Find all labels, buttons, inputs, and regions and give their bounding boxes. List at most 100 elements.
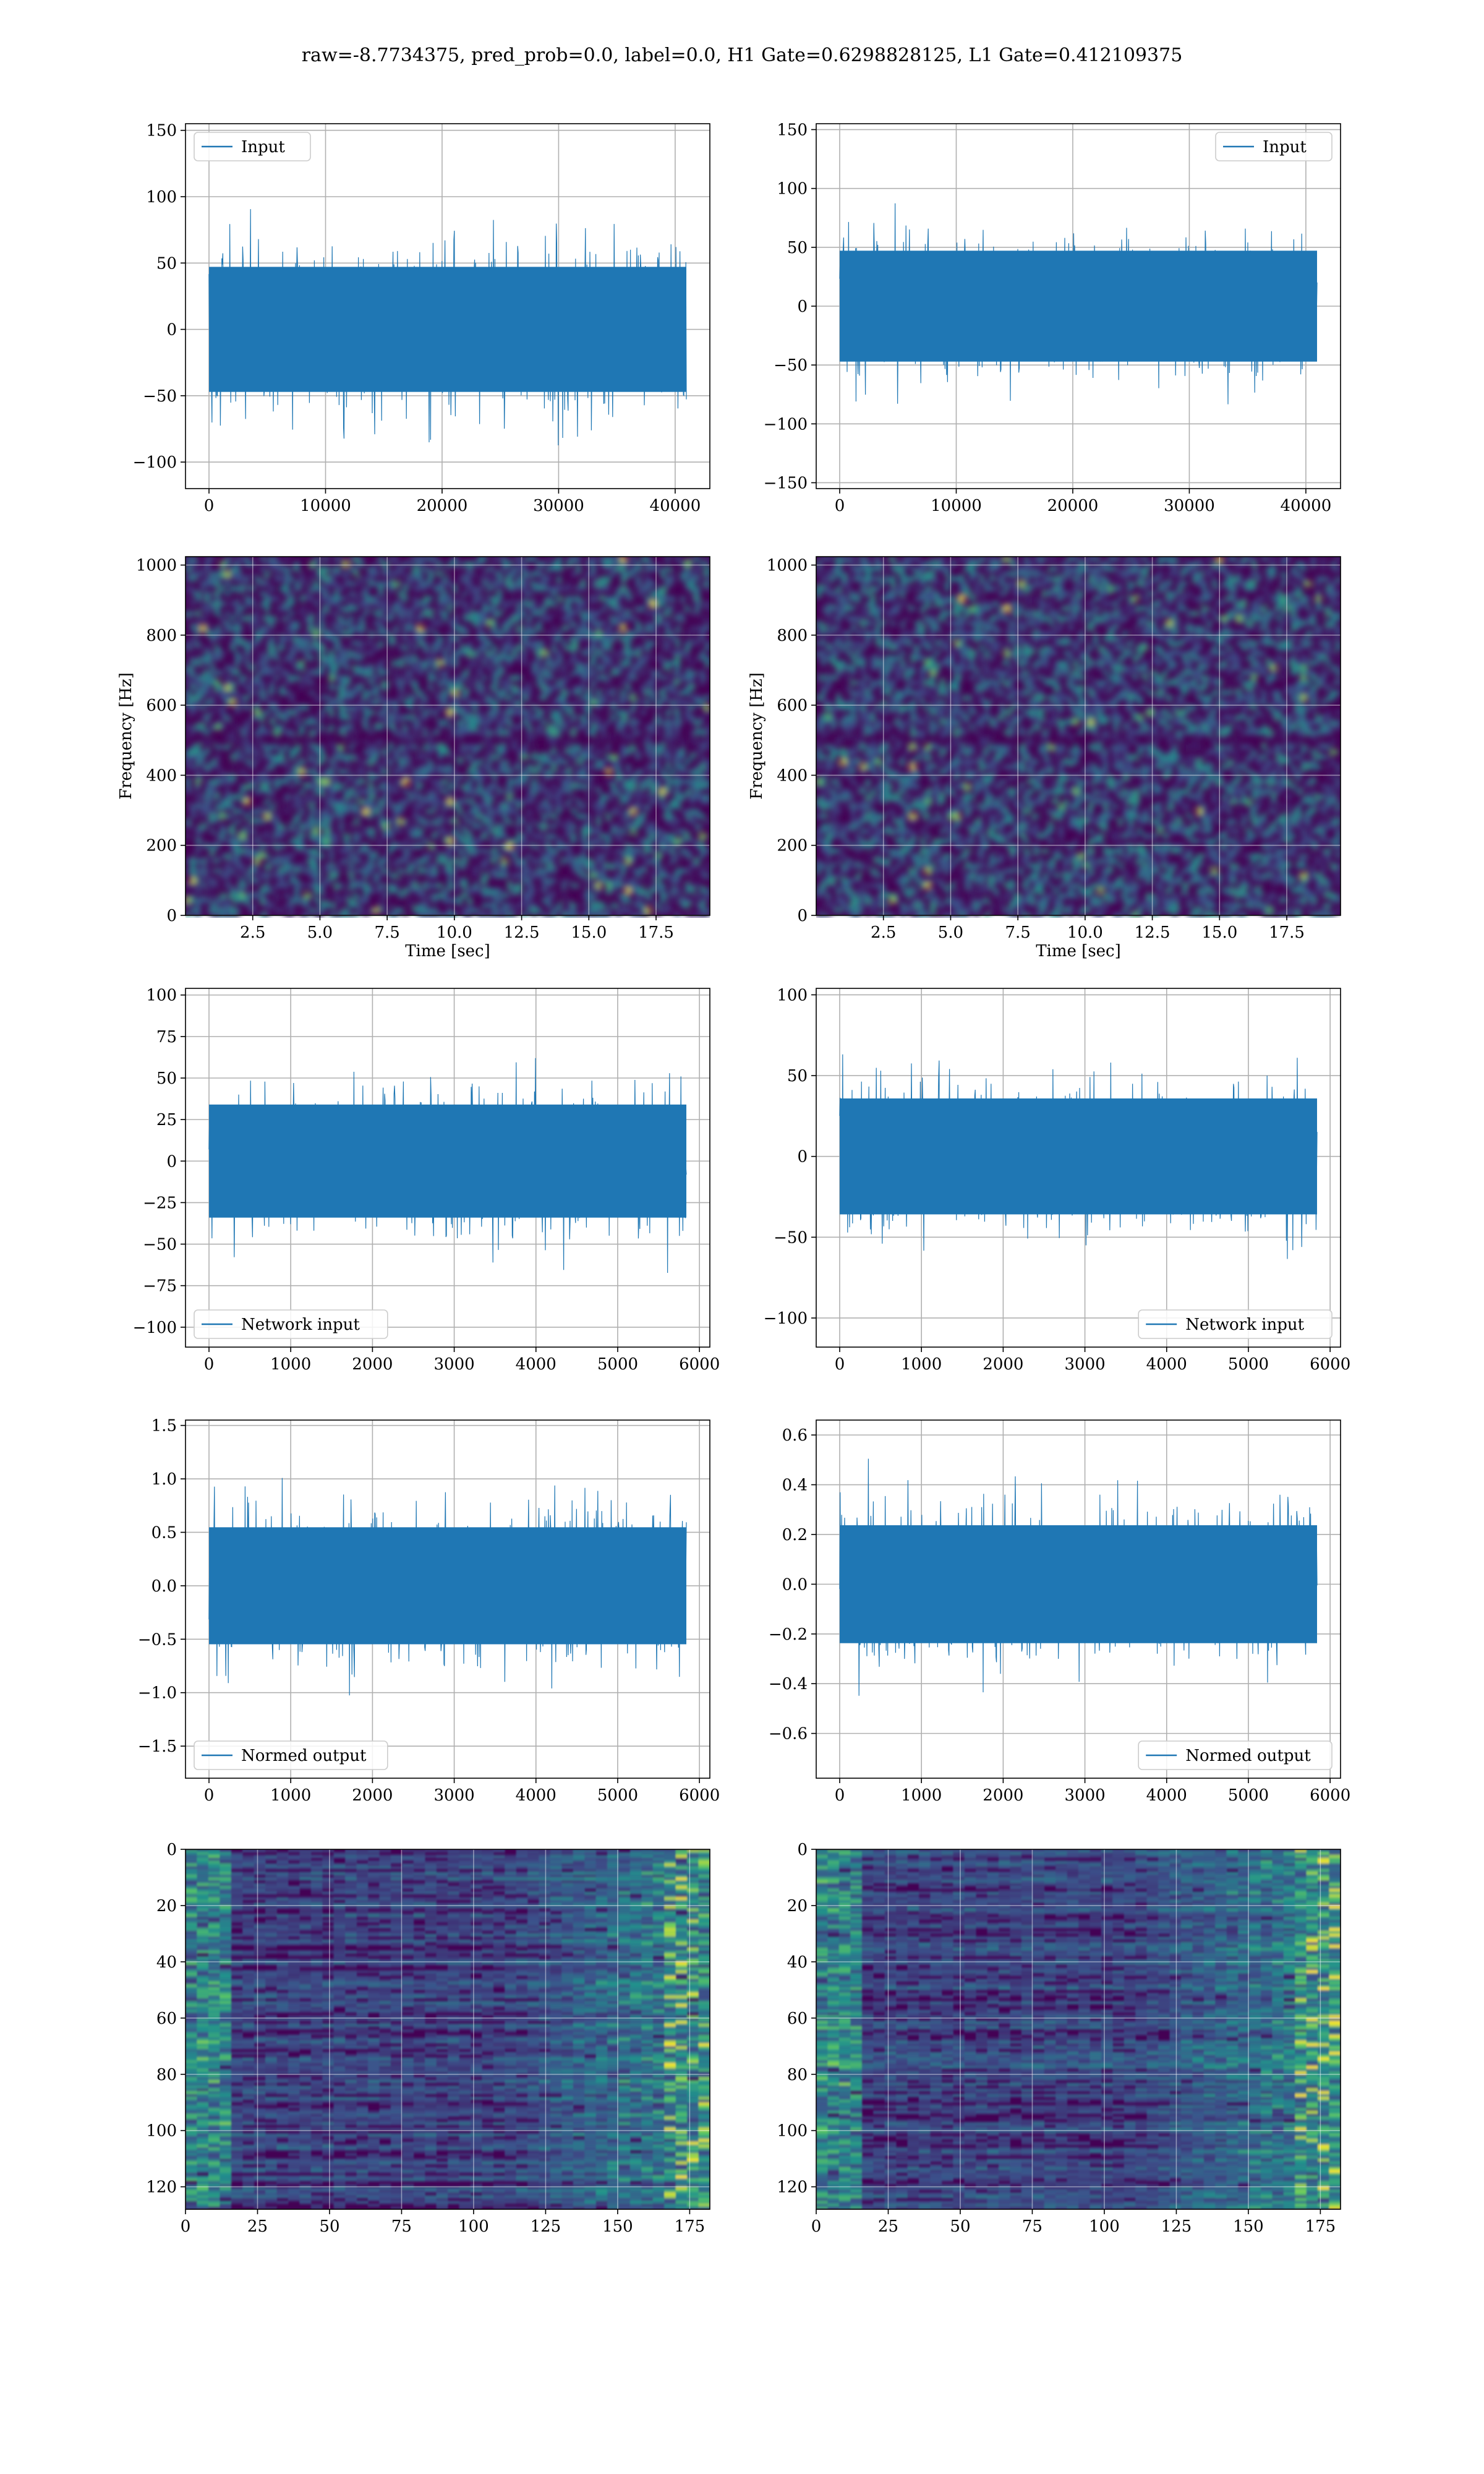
- spec-h1-cell: [294, 893, 299, 898]
- spec-h1-cell: [492, 685, 497, 690]
- spec-h1-cell: [472, 710, 477, 715]
- spec-h1-cell: [690, 755, 695, 760]
- spec-h1-cell: [458, 755, 463, 760]
- spec-h1-cell: [235, 606, 240, 611]
- spec-h1-cell: [601, 730, 606, 735]
- spec-h1-cell: [289, 651, 294, 656]
- spec-h1-cell: [284, 636, 289, 641]
- spec-h1-cell: [275, 883, 279, 888]
- spec-h1-cell: [215, 596, 220, 601]
- spec-h1-cell: [418, 834, 423, 839]
- spec-h1-cell: [522, 695, 527, 700]
- input-h1-ytick-label: −50: [143, 387, 177, 406]
- spec-h1-cell: [235, 695, 240, 700]
- spec-h1-cell: [433, 631, 438, 636]
- spec-h1-cell: [418, 557, 423, 562]
- spec-h1-cell: [186, 755, 190, 760]
- spec-h1-cell: [467, 562, 472, 567]
- spec-h1-cell: [482, 646, 487, 651]
- spec-h1-image-cells: [186, 557, 710, 918]
- spec-h1-cell: [205, 799, 210, 804]
- spec-h1-cell: [527, 844, 532, 849]
- spec-h1-cell: [527, 854, 532, 858]
- spec-h1-cell: [438, 764, 443, 769]
- spec-h1-cell: [507, 586, 512, 591]
- spec-h1-cell: [621, 883, 626, 888]
- spec-h1-cell: [586, 829, 591, 834]
- spec-h1-cell: [383, 854, 388, 858]
- spec-h1-cell: [393, 844, 398, 849]
- spec-h1-cell: [705, 695, 710, 700]
- spec-h1-cell: [690, 854, 695, 858]
- spec-h1-cell: [299, 849, 304, 854]
- spec-h1-cell: [467, 834, 472, 839]
- spec-h1-cell: [477, 631, 482, 636]
- spec-h1-cell: [364, 705, 369, 710]
- spec-h1-cell: [383, 596, 388, 601]
- spec-h1-cell: [655, 591, 660, 596]
- spec-h1-cell: [606, 735, 611, 740]
- spec-h1-cell: [186, 858, 190, 863]
- spec-h1-cell: [339, 829, 344, 834]
- spec-h1-cell: [695, 844, 700, 849]
- spec-h1-cell: [547, 725, 552, 730]
- spec-h1-cell: [265, 854, 270, 858]
- spec-h1-cell: [378, 616, 383, 621]
- spec-h1-cell: [403, 700, 408, 705]
- spec-h1-cell: [250, 839, 255, 844]
- spec-h1-cell: [205, 789, 210, 794]
- spec-h1-cell: [275, 725, 279, 730]
- spec-h1-cell: [631, 824, 636, 829]
- spec-h1-cell: [413, 809, 418, 814]
- spec-h1-cell: [467, 646, 472, 651]
- spec-h1-cell: [685, 710, 690, 715]
- spec-h1-cell: [611, 799, 616, 804]
- spec-h1-cell: [398, 745, 403, 750]
- spec-h1-cell: [472, 621, 477, 626]
- spec-h1-cell: [423, 695, 428, 700]
- spec-h1-cell: [260, 819, 265, 824]
- spec-h1-cell: [378, 745, 383, 750]
- spec-h1-cell: [685, 760, 690, 764]
- spec-h1-cell: [334, 661, 339, 666]
- spec-h1-cell: [685, 567, 690, 571]
- spec-h1-cell: [596, 611, 601, 616]
- spec-h1-cell: [670, 651, 675, 656]
- spec-h1-cell: [186, 789, 190, 794]
- spec-h1-cell: [205, 809, 210, 814]
- spec-h1-cell: [463, 601, 467, 606]
- spec-h1-cell: [522, 567, 527, 571]
- spec-l1-cell: [816, 557, 821, 562]
- spec-h1-cell: [265, 695, 270, 700]
- spec-h1-cell: [186, 799, 190, 804]
- spec-h1-cell: [463, 616, 467, 621]
- spec-h1-cell: [492, 596, 497, 601]
- spec-h1-cell: [289, 769, 294, 774]
- spec-h1-cell: [250, 586, 255, 591]
- spec-h1-cell: [230, 903, 235, 908]
- spec-h1-cell: [507, 794, 512, 799]
- spec-h1-cell: [314, 631, 319, 636]
- spec-h1-cell: [279, 715, 284, 720]
- spec-h1-cell: [210, 700, 215, 705]
- spec-h1-cell: [364, 849, 369, 854]
- spec-h1-cell: [586, 784, 591, 789]
- spec-h1-cell: [235, 641, 240, 646]
- spec-h1-cell: [186, 779, 190, 784]
- spec-h1-cell: [334, 764, 339, 769]
- spec-h1-cell: [186, 586, 190, 591]
- spec-h1-cell: [314, 641, 319, 646]
- spec-h1-cell: [443, 690, 448, 695]
- spec-h1-cell: [497, 680, 502, 685]
- input-l1-ytick-label: 0: [797, 297, 808, 316]
- spec-h1-cell: [309, 824, 314, 829]
- spec-h1-cell: [556, 774, 561, 779]
- spec-h1-cell: [349, 666, 354, 670]
- spec-h1-cell: [260, 567, 265, 571]
- spec-h1-cell: [463, 611, 467, 616]
- spec-h1-cell: [616, 794, 621, 799]
- spec-h1-cell: [477, 834, 482, 839]
- spec-h1-cell: [492, 794, 497, 799]
- spec-h1-cell: [502, 710, 507, 715]
- spec-h1-cell: [581, 616, 586, 621]
